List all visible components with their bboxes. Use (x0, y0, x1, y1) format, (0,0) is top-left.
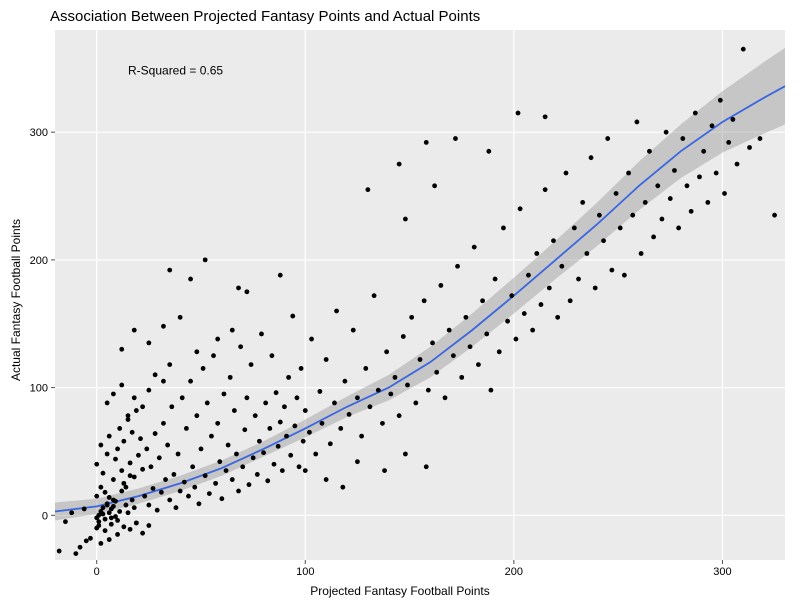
svg-text:300: 300 (713, 566, 731, 578)
svg-text:200: 200 (30, 255, 48, 267)
y-ticks: 0 100 200 300 (30, 127, 55, 522)
scatter-plot: 0 100 200 300 0 100 200 300 R-Squared = 0.65 (0, 0, 800, 600)
r-squared-annotation: R-Squared = 0.65 (128, 64, 223, 78)
svg-text:300: 300 (30, 127, 48, 139)
svg-text:100: 100 (30, 383, 48, 395)
svg-text:0: 0 (94, 566, 100, 578)
svg-text:0: 0 (42, 510, 48, 522)
x-ticks: 0 100 200 300 (94, 560, 732, 578)
svg-text:100: 100 (296, 566, 314, 578)
svg-text:200: 200 (505, 566, 523, 578)
